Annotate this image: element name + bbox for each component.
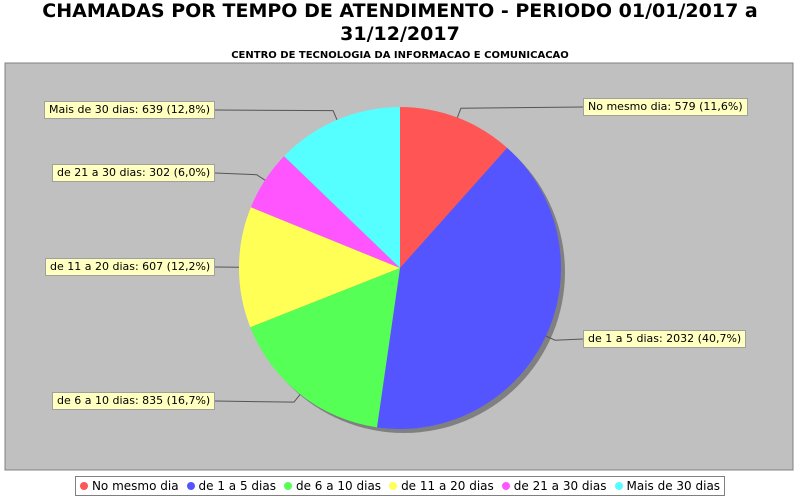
legend-swatch <box>186 482 195 490</box>
legend: No mesmo dia de 1 a 5 dias de 6 a 10 dias d… <box>0 476 800 496</box>
legend-swatch <box>614 482 623 490</box>
pie-slice <box>400 107 508 268</box>
pie-slice <box>238 207 400 328</box>
data-label: Mais de 30 dias: 639 (12,8%) <box>44 101 215 119</box>
legend-swatch <box>283 482 292 490</box>
legend-box: No mesmo dia de 1 a 5 dias de 6 a 10 dias d… <box>74 476 726 496</box>
label-connector <box>214 109 338 121</box>
pie-slice <box>250 156 400 268</box>
data-label: de 21 a 30 dias: 302 (6,0%) <box>52 164 216 182</box>
data-label: de 11 a 20 dias: 607 (12,2%) <box>45 258 216 276</box>
legend-swatch <box>501 482 510 490</box>
data-label: de 1 a 5 dias: 2032 (40,7%) <box>583 330 747 348</box>
legend-label: No mesmo dia <box>91 479 179 493</box>
pie-slice <box>250 268 400 428</box>
legend-item: de 11 a 20 dias <box>389 479 494 493</box>
data-label: No mesmo dia: 579 (11,6%) <box>583 98 748 116</box>
legend-label: de 1 a 5 dias <box>198 479 276 493</box>
legend-label: Mais de 30 dias <box>626 479 721 493</box>
legend-swatch <box>389 482 398 490</box>
chart-title: CHAMADAS POR TEMPO DE ATENDIMENTO - PERI… <box>42 0 758 45</box>
chart-subtitle: CENTRO DE TECNOLOGIA DA INFORMACAO E COM… <box>231 50 569 61</box>
legend-item: de 6 a 10 dias <box>283 479 382 493</box>
legend-label: de 11 a 20 dias <box>401 479 494 493</box>
pie-slice <box>284 107 400 268</box>
legend-item: Mais de 30 dias <box>614 479 721 493</box>
label-connector <box>545 335 584 341</box>
pie-slice <box>376 147 562 429</box>
legend-item: No mesmo dia <box>79 479 179 493</box>
legend-swatch <box>79 482 88 490</box>
legend-item: de 1 a 5 dias <box>186 479 276 493</box>
legend-item: de 21 a 30 dias <box>501 479 607 493</box>
legend-label: de 6 a 10 dias <box>295 479 382 493</box>
label-connector <box>214 394 301 403</box>
data-label: de 6 a 10 dias: 835 (16,7%) <box>52 392 216 410</box>
legend-label: de 21 a 30 dias <box>513 479 607 493</box>
label-connector <box>214 172 266 181</box>
label-connector <box>456 106 584 118</box>
